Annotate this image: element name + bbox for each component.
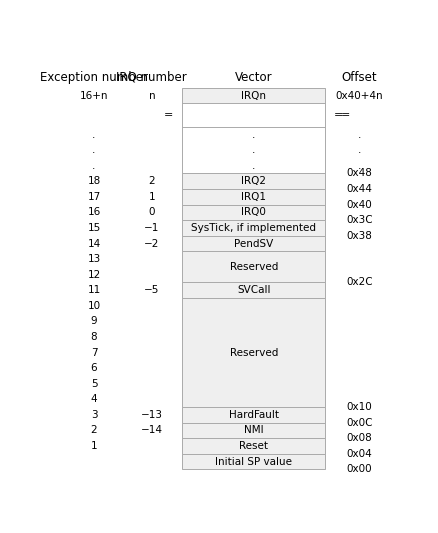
Bar [182,438,325,454]
Text: Reserved: Reserved [229,262,277,272]
Text: 9: 9 [91,317,97,326]
Text: =: = [333,110,343,120]
Text: .: . [357,145,360,155]
Text: n: n [148,91,155,101]
Text: 7: 7 [91,348,97,358]
Text: 1: 1 [148,192,155,202]
Text: 1: 1 [91,441,97,451]
Bar [182,173,325,189]
Bar [182,298,325,407]
Text: 15: 15 [87,223,100,233]
Bar [182,423,325,438]
Text: IRQn: IRQn [241,91,266,101]
Text: −5: −5 [144,285,159,295]
Bar [182,88,325,103]
Bar [182,205,325,220]
Text: 6: 6 [91,363,97,373]
Bar [182,189,325,205]
Text: .: . [252,160,255,171]
Text: −13: −13 [141,410,162,420]
Bar [182,407,325,423]
Text: Vector: Vector [235,70,272,84]
Text: 0x0C: 0x0C [345,418,372,427]
Text: −2: −2 [144,239,159,248]
Text: 0x40: 0x40 [346,199,371,209]
Text: 0x2C: 0x2C [345,278,372,287]
Text: Offset: Offset [341,70,376,84]
Text: 0x10: 0x10 [346,402,371,412]
Text: IRQ number: IRQ number [116,70,187,84]
Text: 17: 17 [87,192,100,202]
Text: .: . [252,130,255,140]
Bar [182,236,325,252]
Text: =: = [164,110,173,120]
Bar [182,220,325,236]
Text: 11: 11 [87,285,100,295]
Text: =: = [340,110,350,120]
Text: 0: 0 [148,207,155,217]
Text: .: . [92,160,95,171]
Text: 16+n: 16+n [80,91,108,101]
Text: 18: 18 [87,176,100,186]
Text: 8: 8 [91,332,97,342]
Text: 0x40+4n: 0x40+4n [335,91,382,101]
Bar [182,252,325,282]
Text: HardFault: HardFault [228,410,278,420]
Text: Reset: Reset [239,441,268,451]
Text: PendSV: PendSV [234,239,273,248]
Text: Exception number: Exception number [40,70,148,84]
Text: 0x48: 0x48 [346,168,371,179]
Text: Reserved: Reserved [229,348,277,358]
Text: −1: −1 [144,223,159,233]
Text: .: . [357,130,360,140]
Text: .: . [92,130,95,140]
Text: 12: 12 [87,270,100,280]
Text: 5: 5 [91,379,97,389]
Text: IRQ0: IRQ0 [241,207,266,217]
Text: 0x04: 0x04 [346,449,371,459]
Text: Initial SP value: Initial SP value [215,457,292,467]
Text: IRQ2: IRQ2 [241,176,266,186]
Bar [182,454,325,470]
Text: 2: 2 [148,176,155,186]
Text: 0x44: 0x44 [346,184,371,194]
Text: 0x38: 0x38 [346,231,371,241]
Text: .: . [252,145,255,155]
Text: SVCall: SVCall [237,285,270,295]
Text: .: . [92,145,95,155]
Text: 14: 14 [87,239,100,248]
Text: 16: 16 [87,207,100,217]
Text: IRQ1: IRQ1 [241,192,266,202]
Text: NMI: NMI [244,425,263,435]
Text: 4: 4 [91,394,97,405]
Text: SysTick, if implemented: SysTick, if implemented [191,223,316,233]
Text: 13: 13 [87,254,100,264]
Text: 0x3C: 0x3C [345,215,372,225]
Text: 2: 2 [91,425,97,435]
Text: 0x00: 0x00 [346,464,371,474]
Text: 3: 3 [91,410,97,420]
Text: 0x08: 0x08 [346,433,371,443]
Bar [182,282,325,298]
Text: −14: −14 [141,425,162,435]
Text: .: . [357,160,360,171]
Text: 10: 10 [87,301,100,311]
